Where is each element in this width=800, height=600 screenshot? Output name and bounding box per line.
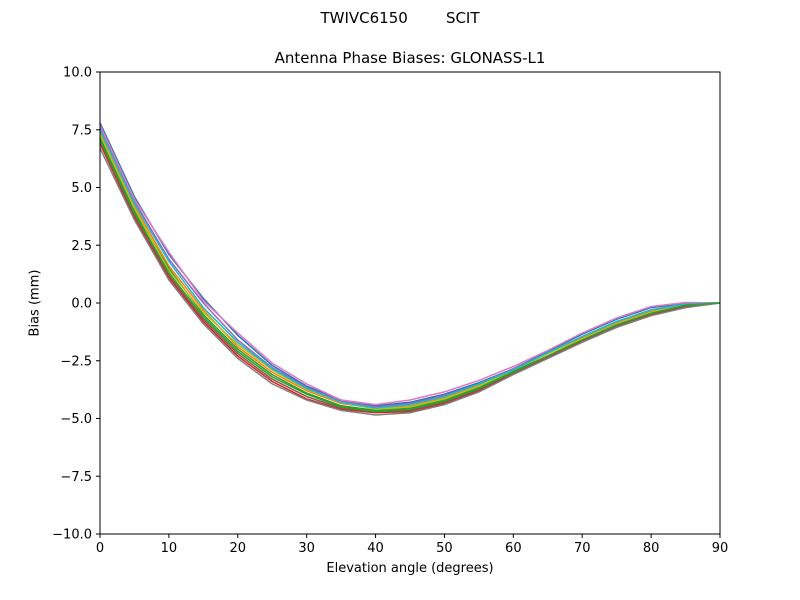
y-tick-label: 0.0	[71, 297, 92, 312]
series-line-10	[99, 129, 721, 409]
y-tick-label: 2.5	[71, 239, 92, 254]
series-lines	[99, 122, 721, 416]
y-tick-label: −5.0	[60, 412, 92, 427]
y-tick-label: 5.0	[71, 181, 92, 196]
x-tick-label: 20	[230, 541, 247, 556]
x-tick-label: 50	[436, 541, 453, 556]
series-line-11	[99, 138, 721, 413]
series-line-1	[99, 122, 720, 407]
y-axis-label: Bias (mm)	[27, 269, 43, 337]
series-line-4	[99, 143, 721, 414]
series-line-2	[99, 131, 721, 409]
y-tick-label: −10.0	[52, 528, 92, 543]
chart-title: Antenna Phase Biases: GLONASS-L1	[274, 49, 546, 67]
x-tick-label: 30	[298, 541, 315, 556]
x-tick-label: 90	[712, 541, 729, 556]
series-line-8	[99, 147, 721, 416]
y-tick-label: −7.5	[60, 470, 92, 485]
x-axis-label: Elevation angle (degrees)	[326, 561, 494, 576]
series-line-7	[99, 124, 721, 406]
figure-title: TWIVC6150 SCIT	[320, 9, 480, 27]
y-tick-label: −2.5	[60, 354, 92, 369]
series-line-9	[99, 134, 721, 411]
y-tick-label: 7.5	[71, 123, 92, 138]
plot-frame	[99, 71, 721, 535]
x-tick-label: 70	[574, 541, 591, 556]
x-tick-label: 80	[643, 541, 660, 556]
x-tick-label: 60	[505, 541, 522, 556]
series-line-6	[99, 140, 721, 413]
axis-ticks: 0 10 20 30 40 50 60 70 80 90 −10.0 −7.5 −5.0 −2.5 0.0 2…	[52, 66, 728, 557]
x-tick-label: 10	[161, 541, 178, 556]
x-tick-label: 40	[367, 541, 384, 556]
x-tick-label: 0	[96, 541, 104, 556]
y-tick-label: 10.0	[63, 66, 92, 81]
series-line-5	[99, 127, 721, 408]
series-line-3	[99, 136, 721, 412]
